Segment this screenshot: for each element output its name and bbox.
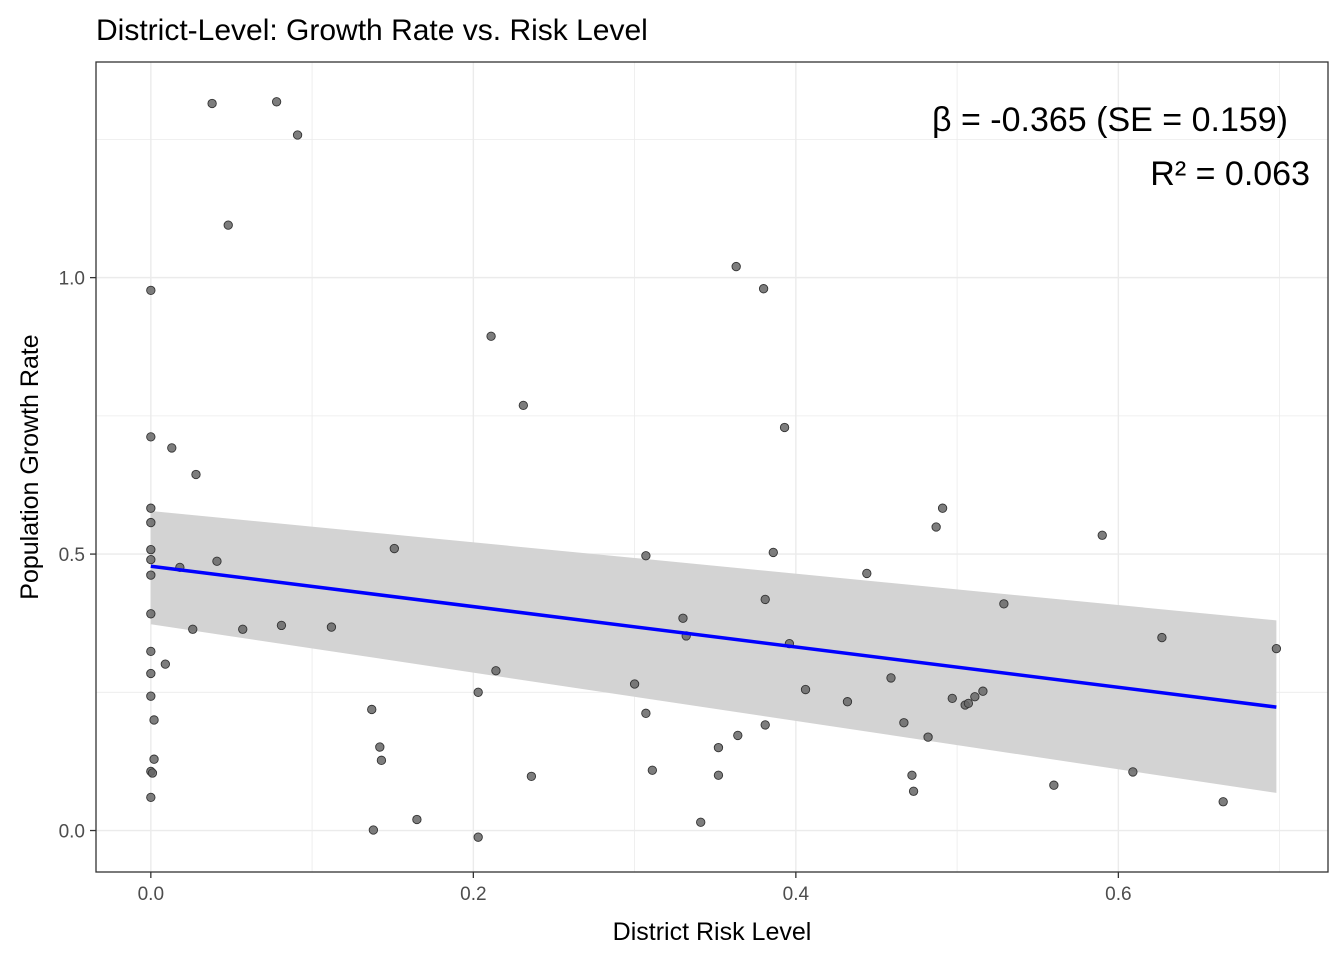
data-point: [1097, 530, 1107, 540]
data-point: [696, 817, 706, 827]
x-tick-label: 0.6: [1105, 884, 1131, 905]
data-point: [491, 666, 501, 676]
data-point: [167, 443, 177, 453]
data-point: [978, 686, 988, 696]
y-tick-label: 1.0: [59, 269, 85, 290]
data-point: [326, 622, 337, 632]
data-point: [376, 755, 387, 765]
data-point: [146, 691, 156, 701]
panel-border: [95, 61, 1329, 873]
data-point: [641, 551, 651, 561]
x-tick-label: 0.4: [783, 884, 810, 905]
data-point: [223, 220, 233, 230]
data-point: [1157, 632, 1167, 643]
data-point: [1271, 643, 1282, 654]
data-point: [970, 692, 980, 702]
data-point: [146, 570, 156, 580]
chart-title: District-Level: Growth Rate vs. Risk Lev…: [96, 14, 648, 47]
data-point: [842, 697, 853, 707]
data-point: [160, 659, 170, 669]
data-point: [731, 261, 741, 272]
data-point: [713, 770, 724, 780]
data-point: [899, 718, 909, 728]
data-point: [149, 754, 159, 764]
data-point: [212, 556, 222, 566]
data-point: [1049, 780, 1059, 790]
data-point: [758, 284, 769, 294]
data-point: [908, 786, 919, 796]
data-point: [518, 400, 528, 411]
data-point: [1128, 767, 1138, 777]
data-point: [931, 522, 941, 532]
data-point: [768, 547, 778, 558]
confidence-band: [150, 510, 1277, 793]
data-point: [146, 285, 156, 295]
data-point: [146, 668, 156, 679]
data-point: [779, 422, 790, 433]
data-point: [375, 742, 385, 752]
data-point: [368, 825, 379, 835]
y-axis-title: Population Growth Rate: [16, 334, 44, 599]
data-point: [238, 624, 248, 634]
data-point: [647, 765, 657, 775]
beta-annotation: β = -0.365 (SE = 0.159): [932, 101, 1288, 139]
data-point: [907, 770, 917, 780]
data-point: [800, 684, 811, 695]
annotations: β = -0.365 (SE = 0.159) R² = 0.063: [932, 101, 1310, 193]
data-point: [641, 708, 651, 718]
data-point: [486, 331, 496, 341]
fit-line: [150, 564, 1277, 709]
data-point: [678, 613, 688, 623]
data-point: [886, 673, 896, 683]
data-point: [146, 646, 156, 657]
data-point: [292, 130, 303, 140]
fit-line-group: [150, 564, 1277, 709]
data-point: [146, 432, 156, 442]
data-point: [389, 543, 399, 554]
data-point: [526, 771, 537, 781]
data-point: [149, 715, 159, 725]
y-axis-ticks: 0.0 0.5 1.0: [59, 269, 96, 843]
y-tick-label: 0.5: [59, 545, 85, 566]
data-point: [412, 814, 422, 825]
confidence-band-group: [150, 510, 1277, 793]
x-axis-title: District Risk Level: [613, 918, 812, 946]
data-point: [999, 599, 1009, 609]
data-point: [146, 609, 156, 619]
data-point: [629, 679, 640, 689]
data-point: [191, 469, 201, 480]
data-point: [147, 768, 158, 778]
data-point: [937, 503, 948, 513]
data-point: [473, 832, 483, 842]
data-point: [923, 732, 933, 742]
data-point: [271, 97, 282, 107]
data-point: [146, 503, 156, 513]
data-point: [276, 620, 287, 631]
data-point: [188, 624, 198, 634]
r-squared-annotation: R² = 0.063: [1150, 155, 1310, 193]
data-point: [862, 568, 872, 579]
data-point: [146, 517, 156, 528]
data-point: [963, 698, 974, 709]
data-point: [367, 704, 377, 715]
x-tick-label: 0.0: [138, 884, 164, 905]
x-tick-label: 0.2: [460, 884, 486, 905]
data-point: [760, 594, 770, 605]
data-point: [1218, 797, 1228, 807]
y-tick-label: 0.0: [59, 822, 85, 843]
data-points: [146, 97, 1282, 842]
data-point: [473, 687, 483, 697]
data-point: [947, 693, 957, 704]
data-point: [760, 720, 770, 730]
data-point: [146, 792, 156, 803]
x-axis-ticks: 0.0 0.2 0.4 0.6: [138, 872, 1132, 905]
data-point: [733, 730, 743, 741]
data-point: [207, 98, 217, 109]
data-point: [146, 545, 156, 555]
data-point: [146, 554, 156, 565]
data-point: [713, 742, 724, 753]
